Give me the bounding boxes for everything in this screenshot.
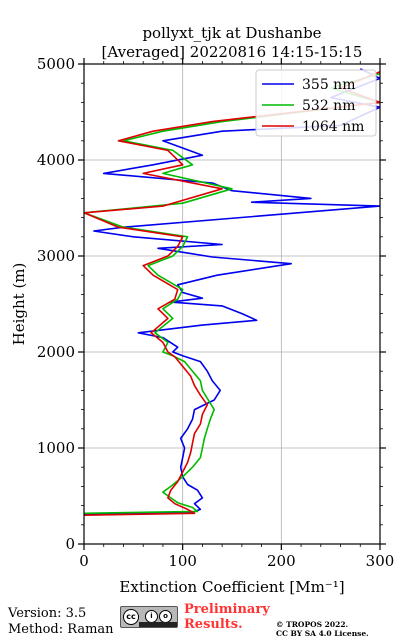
y-tick-label: 0 [65, 535, 75, 553]
series-line-1064-nm [84, 70, 380, 516]
x-tick-label: 200 [267, 552, 296, 570]
plot-frame [83, 63, 381, 545]
copyright-notice: © TROPOS 2022. CC BY SA 4.0 License. [276, 620, 369, 638]
legend-label: 532 nm [302, 98, 355, 114]
y-axis-label: Height (m) [10, 263, 28, 346]
copyright-line1: © TROPOS 2022. [276, 620, 349, 629]
method-text: Method: Raman [8, 622, 114, 637]
series-line-355-nm [84, 68, 380, 515]
chart-subtitle: [Averaged] 20220816 14:15-15:15 [102, 43, 363, 61]
y-tick-label: 1000 [37, 439, 75, 457]
x-axis-label: Extinction Coefficient [Mm⁻¹] [119, 578, 344, 596]
legend-label: 1064 nm [302, 119, 364, 135]
y-tick-label: 3000 [37, 247, 75, 265]
preliminary-notice: Preliminary Results. [184, 602, 270, 632]
by-icon: i [145, 610, 158, 623]
series-line-532-nm [84, 72, 380, 515]
cc-license-badge: cc i o [120, 606, 178, 628]
x-tick-label: 300 [366, 552, 395, 570]
cc-icon: cc [123, 609, 139, 625]
x-tick-label: 0 [79, 552, 89, 570]
legend-box [255, 69, 377, 137]
y-tick-label: 4000 [37, 151, 75, 169]
preliminary-line2: Results. [184, 617, 243, 632]
version-text: Version: 3.5 [8, 606, 87, 621]
preliminary-line1: Preliminary [184, 602, 270, 617]
y-tick-label: 5000 [37, 55, 75, 73]
x-tick-label: 100 [168, 552, 197, 570]
chart-title: pollyxt_tjk at Dushanbe [142, 24, 321, 42]
copyright-line2: CC BY SA 4.0 License. [276, 629, 369, 638]
badge-strip [139, 622, 177, 627]
series-layer [84, 68, 380, 516]
legend: 355 nm 532 nm 1064 nm [255, 69, 377, 137]
legend-label: 355 nm [302, 77, 355, 93]
y-tick-label: 2000 [37, 343, 75, 361]
